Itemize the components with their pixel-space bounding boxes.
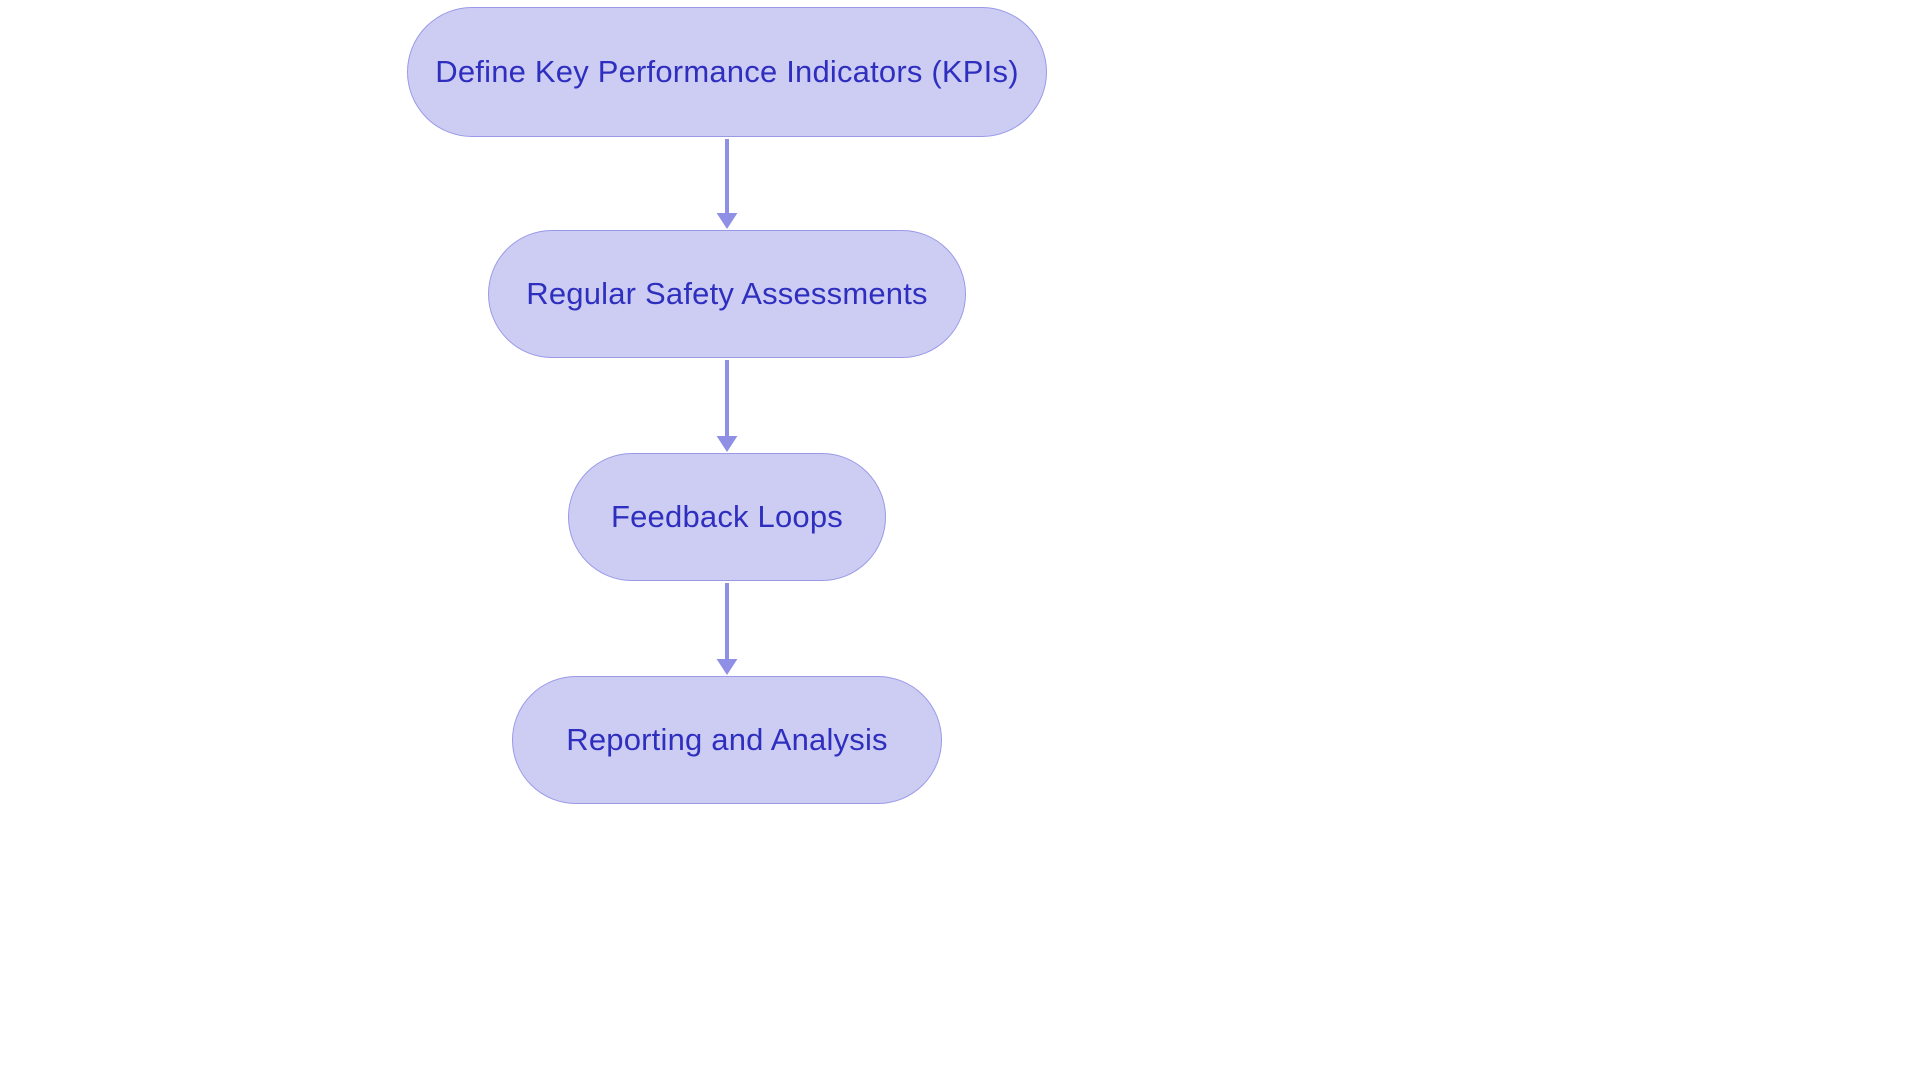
flowchart-arrow (707, 360, 747, 452)
flowchart-node-label: Feedback Loops (611, 499, 843, 535)
flowchart-node-label: Define Key Performance Indicators (KPIs) (435, 54, 1018, 90)
flowchart-node-reporting: Reporting and Analysis (512, 676, 942, 804)
flowchart-node-feedback: Feedback Loops (568, 453, 886, 581)
flowchart-canvas: Define Key Performance Indicators (KPIs)… (0, 0, 1920, 1083)
flowchart-node-label: Regular Safety Assessments (526, 276, 928, 312)
flowchart-node-assessments: Regular Safety Assessments (488, 230, 966, 358)
flowchart-node-kpis: Define Key Performance Indicators (KPIs) (407, 7, 1047, 137)
flowchart-node-label: Reporting and Analysis (566, 722, 887, 758)
flowchart-arrow (707, 139, 747, 229)
flowchart-arrow (707, 583, 747, 675)
